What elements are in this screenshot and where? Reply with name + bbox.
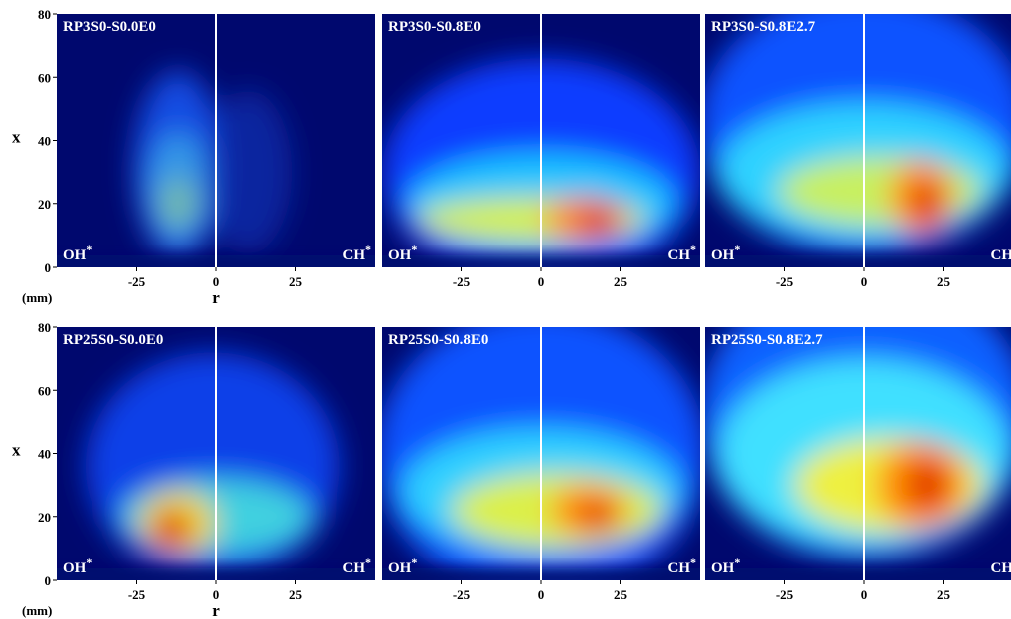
y-tick-label: 0 bbox=[45, 260, 52, 275]
heat-map bbox=[57, 14, 375, 267]
species-label: CH* bbox=[668, 555, 697, 576]
x-tick-label: -25 bbox=[453, 587, 471, 602]
panel-title: RP3S0-S0.0E0 bbox=[63, 19, 156, 35]
x-tick-label: 25 bbox=[937, 274, 951, 289]
panel-title: RP25S0-S0.8E0 bbox=[388, 332, 488, 348]
x-tick-label: -25 bbox=[128, 274, 146, 289]
y-tick-label: 40 bbox=[38, 447, 51, 462]
y-tick-label: 80 bbox=[38, 320, 51, 335]
unit-label: (mm) bbox=[22, 603, 52, 618]
x-tick-label: -25 bbox=[776, 587, 794, 602]
species-label: OH* bbox=[388, 242, 417, 263]
species-label: CH* bbox=[991, 242, 1011, 263]
panel: RP3S0-S0.0E0 OH* CH* -25 0 25 0 20 40 60 80 x r (mm) bbox=[12, 7, 375, 307]
x-tick-label: 25 bbox=[614, 274, 628, 289]
x-tick-label: 0 bbox=[538, 274, 545, 289]
heat-map bbox=[382, 14, 700, 267]
species-label: CH* bbox=[991, 555, 1011, 576]
y-tick-label: 60 bbox=[38, 70, 51, 85]
species-label: OH* bbox=[63, 555, 92, 576]
species-label: OH* bbox=[388, 555, 417, 576]
panel: RP25S0-S0.0E0 OH* CH* -25 0 25 0 20 40 60 80 x r (mm) bbox=[12, 320, 375, 619]
x-tick-label: -25 bbox=[776, 274, 794, 289]
x-tick-label: 0 bbox=[538, 587, 545, 602]
species-label: OH* bbox=[711, 555, 740, 576]
x-tick-label: 25 bbox=[289, 274, 303, 289]
y-tick-label: 40 bbox=[38, 134, 51, 149]
heat-map bbox=[57, 327, 375, 580]
x-tick-label: 0 bbox=[861, 587, 868, 602]
panel: RP25S0-S0.8E2.7 OH* CH* -25 0 25 bbox=[705, 327, 1011, 602]
x-tick-label: 0 bbox=[861, 274, 868, 289]
heat-map bbox=[382, 327, 700, 580]
heat-map bbox=[705, 14, 1011, 267]
unit-label: (mm) bbox=[22, 290, 52, 305]
x-tick-label: -25 bbox=[128, 587, 146, 602]
species-label: OH* bbox=[63, 242, 92, 263]
panel-title: RP3S0-S0.8E2.7 bbox=[711, 19, 816, 35]
y-tick-label: 0 bbox=[45, 573, 52, 588]
species-label: CH* bbox=[343, 555, 372, 576]
panel-title: RP25S0-S0.0E0 bbox=[63, 332, 163, 348]
x-axis-label: r bbox=[212, 601, 220, 619]
x-axis-label: r bbox=[212, 288, 220, 307]
x-tick-label: 25 bbox=[937, 587, 951, 602]
y-axis-label: x bbox=[12, 441, 21, 460]
heat-map bbox=[705, 327, 1011, 580]
y-tick-label: 60 bbox=[38, 383, 51, 398]
species-label: CH* bbox=[668, 242, 697, 263]
y-tick-label: 20 bbox=[38, 197, 51, 212]
y-tick-label: 80 bbox=[38, 7, 51, 22]
panel-title: RP3S0-S0.8E0 bbox=[388, 19, 481, 35]
panel-title: RP25S0-S0.8E2.7 bbox=[711, 332, 823, 348]
x-tick-label: 0 bbox=[213, 274, 220, 289]
panel: RP3S0-S0.8E2.7 OH* CH* -25 0 25 bbox=[705, 14, 1011, 289]
species-label: CH* bbox=[343, 242, 372, 263]
x-tick-label: 25 bbox=[614, 587, 628, 602]
panel: RP3S0-S0.8E0 OH* CH* -25 0 25 bbox=[382, 14, 700, 289]
x-tick-label: 25 bbox=[289, 587, 303, 602]
x-tick-label: -25 bbox=[453, 274, 471, 289]
panel: RP25S0-S0.8E0 OH* CH* -25 0 25 bbox=[382, 327, 700, 602]
y-axis-label: x bbox=[12, 128, 21, 147]
species-label: OH* bbox=[711, 242, 740, 263]
x-tick-label: 0 bbox=[213, 587, 220, 602]
y-tick-label: 20 bbox=[38, 510, 51, 525]
